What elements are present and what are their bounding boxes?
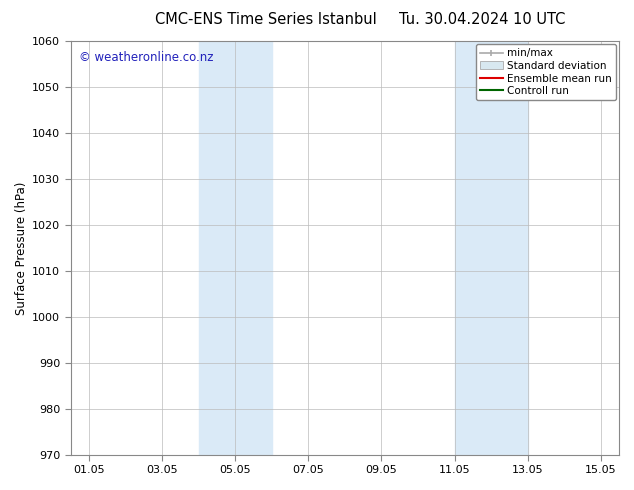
Text: Tu. 30.04.2024 10 UTC: Tu. 30.04.2024 10 UTC [399,12,565,27]
Text: © weatheronline.co.nz: © weatheronline.co.nz [79,51,214,64]
Y-axis label: Surface Pressure (hPa): Surface Pressure (hPa) [15,181,28,315]
Legend: min/max, Standard deviation, Ensemble mean run, Controll run: min/max, Standard deviation, Ensemble me… [476,44,616,100]
Text: CMC-ENS Time Series Istanbul: CMC-ENS Time Series Istanbul [155,12,377,27]
Bar [455,41,527,455]
Bar [198,41,272,455]
